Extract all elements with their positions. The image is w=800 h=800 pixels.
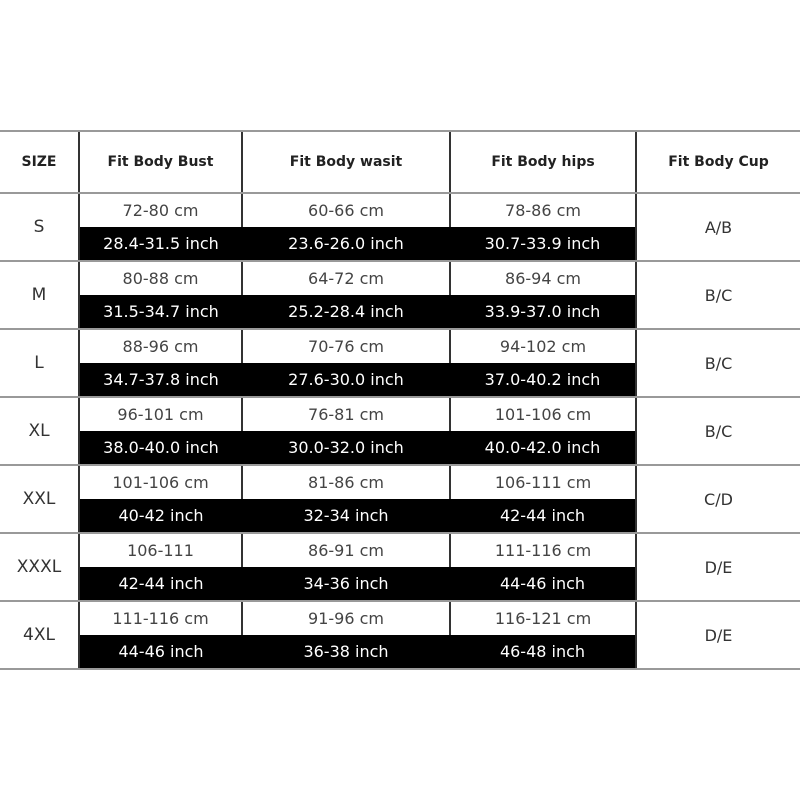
table-row-cm: 4XL 111-116 cm 91-96 cm 116-121 cm D/E bbox=[0, 601, 800, 670]
hips-cm-cell: 111-116 cm bbox=[449, 533, 636, 567]
hips-inch-cell: 40.0-42.0 inch bbox=[450, 431, 636, 466]
waist-cm-cell: 64-72 cm bbox=[241, 261, 450, 295]
bust-cm-cell: 96-101 cm bbox=[78, 397, 242, 431]
header-row: SIZE Fit Body Bust Fit Body wasit Fit Bo… bbox=[0, 130, 800, 194]
waist-inch-cell: 27.6-30.0 inch bbox=[242, 363, 450, 398]
size-chart-table: SIZE Fit Body Bust Fit Body wasit Fit Bo… bbox=[0, 130, 800, 670]
bust-inch-cell: 42-44 inch bbox=[78, 567, 242, 602]
hips-inch-cell: 44-46 inch bbox=[450, 567, 636, 602]
table-row-inch: 34.7-37.8 inch 27.6-30.0 inch 37.0-40.2 … bbox=[0, 363, 800, 398]
size-cell: 4XL bbox=[0, 601, 79, 670]
cup-cell: D/E bbox=[635, 533, 800, 602]
table-row-inch: 40-42 inch 32-34 inch 42-44 inch bbox=[0, 499, 800, 534]
bust-inch-cell: 28.4-31.5 inch bbox=[78, 227, 242, 262]
cup-cell: B/C bbox=[635, 397, 800, 466]
hips-cm-cell: 106-111 cm bbox=[449, 465, 636, 499]
header-hips: Fit Body hips bbox=[449, 130, 636, 194]
bust-inch-cell: 34.7-37.8 inch bbox=[78, 363, 242, 398]
header-cup: Fit Body Cup bbox=[635, 130, 800, 194]
hips-cm-cell: 101-106 cm bbox=[449, 397, 636, 431]
cup-cell: D/E bbox=[635, 601, 800, 670]
bust-cm-cell: 80-88 cm bbox=[78, 261, 242, 295]
table-row-inch: 42-44 inch 34-36 inch 44-46 inch bbox=[0, 567, 800, 602]
waist-cm-cell: 60-66 cm bbox=[241, 193, 450, 227]
size-cell: L bbox=[0, 329, 79, 398]
bust-cm-cell: 111-116 cm bbox=[78, 601, 242, 635]
table-row-cm: XL 96-101 cm 76-81 cm 101-106 cm B/C bbox=[0, 397, 800, 466]
waist-cm-cell: 91-96 cm bbox=[241, 601, 450, 635]
cup-cell: A/B bbox=[635, 193, 800, 262]
waist-inch-cell: 32-34 inch bbox=[242, 499, 450, 534]
waist-cm-cell: 81-86 cm bbox=[241, 465, 450, 499]
bust-inch-cell: 31.5-34.7 inch bbox=[78, 295, 242, 330]
bust-inch-cell: 38.0-40.0 inch bbox=[78, 431, 242, 466]
hips-inch-cell: 42-44 inch bbox=[450, 499, 636, 534]
hips-inch-cell: 33.9-37.0 inch bbox=[450, 295, 636, 330]
bust-inch-cell: 40-42 inch bbox=[78, 499, 242, 534]
bust-cm-cell: 88-96 cm bbox=[78, 329, 242, 363]
cup-cell: C/D bbox=[635, 465, 800, 534]
size-cell: S bbox=[0, 193, 79, 262]
size-cell: M bbox=[0, 261, 79, 330]
table-row-inch: 44-46 inch 36-38 inch 46-48 inch bbox=[0, 635, 800, 670]
waist-inch-cell: 34-36 inch bbox=[242, 567, 450, 602]
hips-cm-cell: 78-86 cm bbox=[449, 193, 636, 227]
header-waist: Fit Body wasit bbox=[241, 130, 450, 194]
table-row-cm: XXXL 106-111 86-91 cm 111-116 cm D/E bbox=[0, 533, 800, 602]
size-cell: XXL bbox=[0, 465, 79, 534]
table-row-inch: 31.5-34.7 inch 25.2-28.4 inch 33.9-37.0 … bbox=[0, 295, 800, 330]
hips-cm-cell: 116-121 cm bbox=[449, 601, 636, 635]
table-row-cm: L 88-96 cm 70-76 cm 94-102 cm B/C bbox=[0, 329, 800, 398]
header-bust: Fit Body Bust bbox=[78, 130, 242, 194]
hips-cm-cell: 86-94 cm bbox=[449, 261, 636, 295]
waist-cm-cell: 86-91 cm bbox=[241, 533, 450, 567]
cup-cell: B/C bbox=[635, 261, 800, 330]
size-cell: XL bbox=[0, 397, 79, 466]
waist-inch-cell: 25.2-28.4 inch bbox=[242, 295, 450, 330]
hips-inch-cell: 37.0-40.2 inch bbox=[450, 363, 636, 398]
hips-inch-cell: 30.7-33.9 inch bbox=[450, 227, 636, 262]
waist-inch-cell: 23.6-26.0 inch bbox=[242, 227, 450, 262]
table-row-cm: S 72-80 cm 60-66 cm 78-86 cm A/B bbox=[0, 193, 800, 262]
waist-cm-cell: 76-81 cm bbox=[241, 397, 450, 431]
cup-cell: B/C bbox=[635, 329, 800, 398]
table-row-cm: XXL 101-106 cm 81-86 cm 106-111 cm C/D bbox=[0, 465, 800, 534]
table-row-inch: 28.4-31.5 inch 23.6-26.0 inch 30.7-33.9 … bbox=[0, 227, 800, 262]
bust-cm-cell: 106-111 bbox=[78, 533, 242, 567]
header-size: SIZE bbox=[0, 130, 79, 194]
table-row-inch: 38.0-40.0 inch 30.0-32.0 inch 40.0-42.0 … bbox=[0, 431, 800, 466]
waist-inch-cell: 36-38 inch bbox=[242, 635, 450, 670]
size-cell: XXXL bbox=[0, 533, 79, 602]
table-row-cm: M 80-88 cm 64-72 cm 86-94 cm B/C bbox=[0, 261, 800, 330]
waist-cm-cell: 70-76 cm bbox=[241, 329, 450, 363]
hips-inch-cell: 46-48 inch bbox=[450, 635, 636, 670]
waist-inch-cell: 30.0-32.0 inch bbox=[242, 431, 450, 466]
bust-cm-cell: 101-106 cm bbox=[78, 465, 242, 499]
hips-cm-cell: 94-102 cm bbox=[449, 329, 636, 363]
bust-cm-cell: 72-80 cm bbox=[78, 193, 242, 227]
bust-inch-cell: 44-46 inch bbox=[78, 635, 242, 670]
